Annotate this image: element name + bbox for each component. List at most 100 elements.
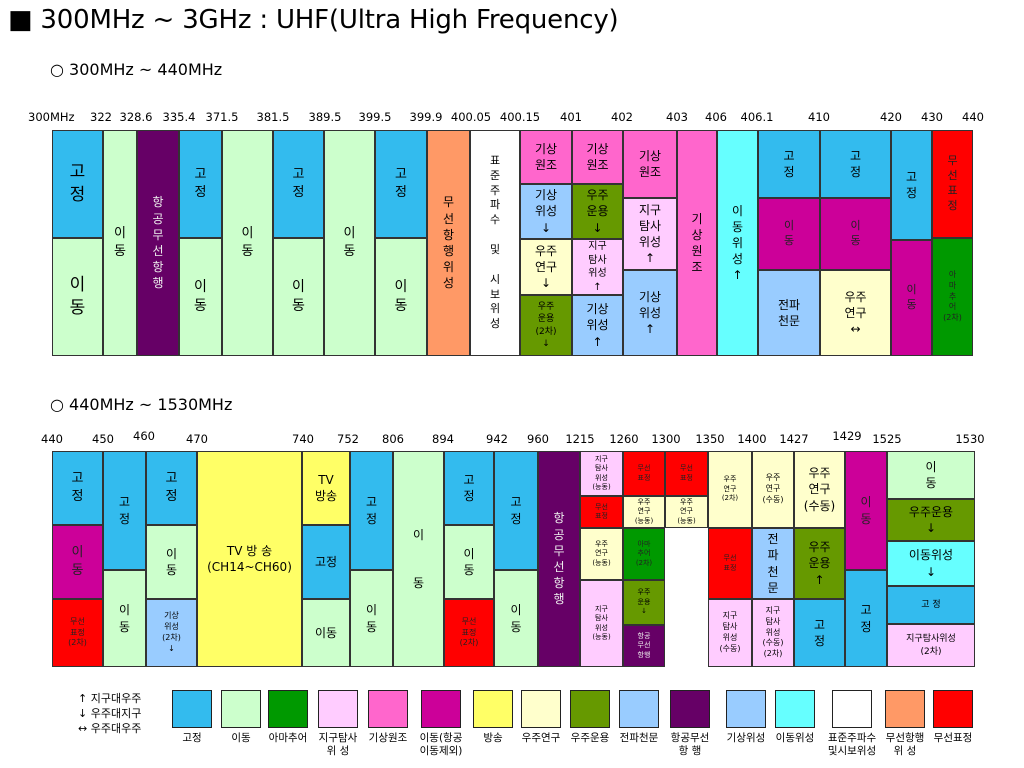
allocation-cell: 지구 탐사 위성 (능동): [580, 451, 623, 496]
tick-label: 403: [666, 110, 688, 124]
tick-label: 381.5: [256, 110, 290, 124]
legend-label: 방송: [483, 732, 503, 744]
allocation-cell: 무선 표정 (2차): [444, 599, 494, 667]
tick-label: 328.6: [119, 110, 153, 124]
allocation-cell: 지구 탐사 위성 (수동) (2차): [752, 599, 794, 667]
allocation-cell: 우주 연구 ↔: [820, 270, 891, 356]
legend-swatch: [619, 690, 659, 728]
allocation-cell: 지구 탐사 위성 ↑: [572, 239, 623, 295]
allocation-cell: 이동위성 ↓: [887, 541, 975, 586]
allocation-cell: 우주 연구 (능동): [580, 528, 623, 580]
legend-label: 고정: [182, 732, 202, 744]
tick-label: 406.1: [740, 110, 774, 124]
tick-label: 1530: [955, 432, 985, 446]
allocation-cell: 고정: [302, 525, 350, 599]
tick-label: 942: [486, 432, 508, 446]
tick-label: 1300: [651, 432, 681, 446]
allocation-cell: 우주 연구 (수동): [794, 451, 845, 528]
legend-label: 기상위성: [726, 732, 766, 744]
legend-swatch: [368, 690, 408, 728]
legend-swatch: [775, 690, 815, 728]
allocation-cell: 우주운용↓: [887, 499, 975, 541]
allocation-cell: 기상 위성 ↑: [623, 270, 677, 356]
legend-label: 아마추어: [268, 732, 308, 744]
tick-label: 1260: [609, 432, 639, 446]
tick-label: 1215: [565, 432, 595, 446]
allocation-cell: 무선 표정 (2차): [52, 599, 103, 667]
direction-legend-item: ↔ 우주대우주: [78, 722, 142, 735]
allocation-cell: 우주 운용 (2차) ↓: [520, 295, 572, 356]
tick-label: 740: [292, 432, 314, 446]
tick-label: 460: [133, 429, 155, 443]
legend-swatch: [268, 690, 308, 728]
section-1-subtitle: ○ 300MHz ~ 440MHz: [50, 60, 223, 79]
legend-label: 이동(항공 이동제외): [419, 732, 463, 757]
allocation-cell: 지구 탐사 위성 (수동): [708, 599, 752, 667]
tick-label: 1525: [872, 432, 902, 446]
legend-label: 우주운용: [570, 732, 610, 744]
direction-legend-item: ↓ 우주대지구: [78, 707, 142, 720]
legend-label: 무선표정: [933, 732, 973, 744]
tick-label: 1429: [832, 429, 862, 443]
tick-label: 1350: [695, 432, 725, 446]
allocation-cell: 고 정: [887, 586, 975, 624]
direction-legend-item: ↑ 지구대우주: [78, 692, 142, 705]
tick-label: 960: [527, 432, 549, 446]
legend-swatch: [318, 690, 358, 728]
tick-label: 401: [560, 110, 582, 124]
legend-swatch: [570, 690, 610, 728]
tick-label: 335.4: [162, 110, 196, 124]
allocation-cell: 우주 연구 (능동): [623, 496, 665, 528]
legend-swatch: [885, 690, 925, 728]
legend-label: 이동위성: [775, 732, 815, 744]
tick-label: 806: [382, 432, 404, 446]
legend-label: 우주연구: [521, 732, 561, 744]
allocation-cell: 지구탐사위성 (2차): [887, 624, 975, 667]
allocation-cell: 이동: [302, 599, 350, 667]
tick-label: 752: [337, 432, 359, 446]
legend-swatch: [726, 690, 766, 728]
allocation-cell: 우주 연구 (2차): [708, 451, 752, 528]
tick-label: 400.15: [499, 110, 541, 124]
tick-label: 389.5: [308, 110, 342, 124]
tick-label: 430: [921, 110, 943, 124]
tick-label: 410: [808, 110, 830, 124]
legend-label: 전파천문: [619, 732, 659, 744]
allocation-cell: 이 동: [393, 451, 444, 667]
allocation-cell: 지구 탐사 위성 ↑: [623, 198, 677, 270]
legend-label: 무선항행 위 성: [885, 732, 925, 757]
allocation-cell: 기상 위성 (2차) ↓: [146, 599, 197, 667]
legend-swatch: [421, 690, 461, 728]
